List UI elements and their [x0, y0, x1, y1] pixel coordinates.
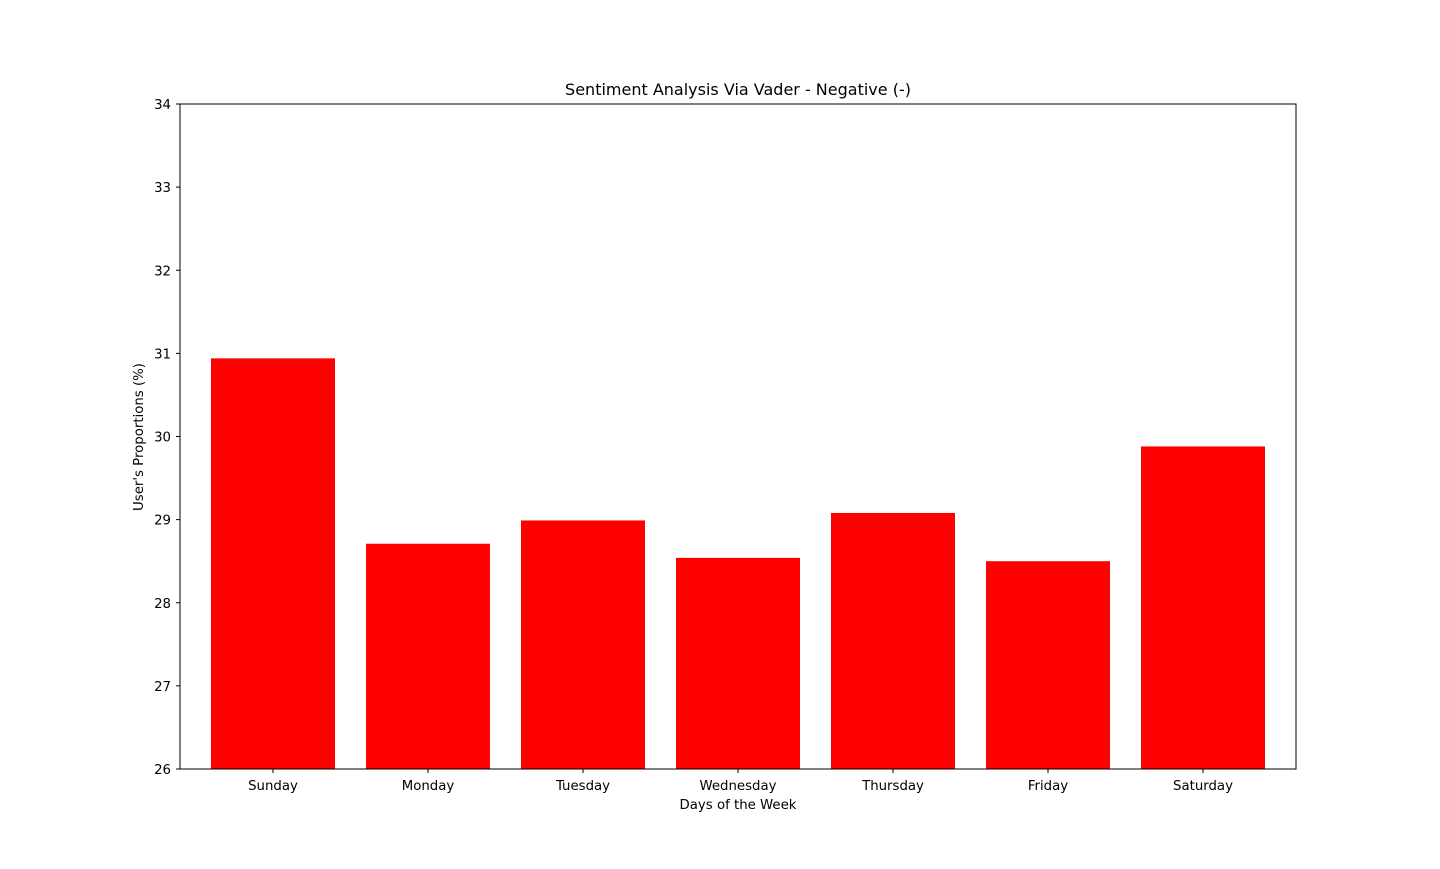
x-tick-label: Tuesday: [555, 779, 610, 794]
bar-thursday: [831, 512, 955, 769]
x-tick-label: Sunday: [248, 779, 298, 794]
y-tick-label: 33: [154, 181, 171, 196]
bar-saturday: [1141, 446, 1265, 769]
x-tick-label: Thursday: [861, 779, 924, 794]
chart-title: Sentiment Analysis Via Vader - Negative …: [565, 80, 911, 99]
y-tick-label: 28: [154, 597, 171, 612]
x-tick-label: Saturday: [1173, 779, 1233, 794]
bar-tuesday: [521, 520, 645, 769]
x-tick-label: Wednesday: [700, 779, 777, 794]
bar-monday: [366, 543, 490, 769]
y-tick-label: 32: [154, 264, 171, 279]
x-tick-label: Friday: [1028, 779, 1068, 794]
y-tick-label: 26: [154, 763, 171, 778]
x-axis-ticks: Sunday Monday Tuesday Wednesday Thursday Frid…: [248, 769, 1233, 794]
x-tick-label: Monday: [402, 779, 455, 794]
bar-friday: [986, 561, 1110, 769]
y-tick-label: 31: [154, 347, 171, 362]
x-axis-label: Days of the Week: [680, 798, 797, 813]
bar-wednesday: [676, 557, 800, 769]
bars-layer: [211, 358, 1265, 769]
y-tick-label: 29: [154, 514, 171, 529]
y-axis-ticks: 26 27 28 29 30 31 32 33 34: [154, 98, 180, 778]
y-tick-label: 34: [154, 98, 171, 113]
y-axis-label: User's Proportions (%): [132, 363, 147, 511]
y-tick-label: 27: [154, 680, 171, 695]
bar-sunday: [211, 358, 335, 769]
y-tick-label: 30: [154, 431, 171, 446]
